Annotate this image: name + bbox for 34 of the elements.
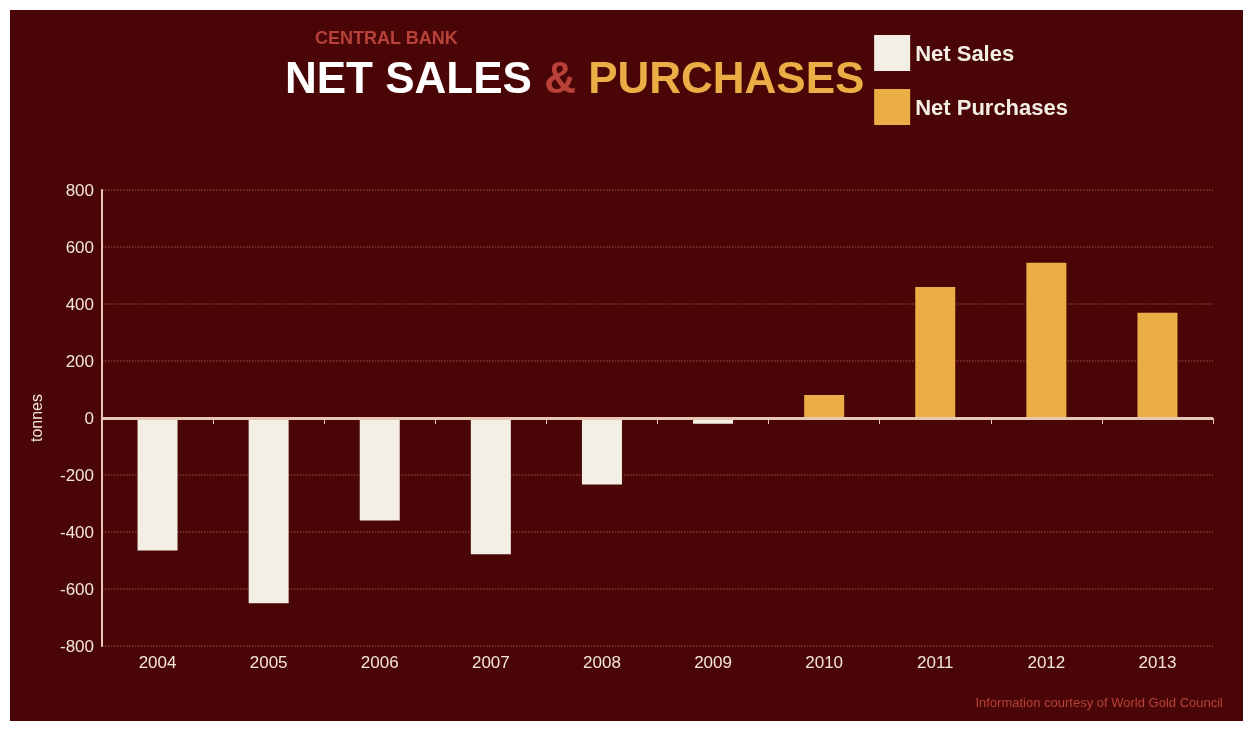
y-tick-label: -400 (59, 522, 94, 542)
bar (137, 418, 178, 551)
text: Information courtesy of World Gold Council (975, 695, 1224, 710)
y-tick-label: 0 (84, 408, 94, 428)
y-tick-label: 400 (65, 294, 94, 314)
legend-label: Net Sales (915, 40, 1015, 66)
legend-label: Net Purchases (915, 94, 1069, 120)
y-tick-label: -800 (59, 636, 94, 656)
bar (359, 418, 400, 521)
bar (804, 394, 845, 418)
y-tick-label: 800 (65, 180, 94, 200)
x-tick-label: 2013 (1138, 653, 1177, 672)
x-tick-label: 2011 (916, 653, 954, 672)
bar (1026, 262, 1067, 418)
x-tick-label: 2010 (805, 653, 844, 672)
x-tick-label: 2009 (694, 653, 732, 672)
chart-subtitle: CENTRAL BANK (315, 28, 458, 48)
y-tick-label: -600 (59, 579, 94, 599)
x-tick-label: 2012 (1027, 653, 1066, 672)
x-tick-label: 2005 (249, 653, 288, 672)
x-tick-label: 2007 (471, 653, 510, 672)
x-tick-label: 2006 (360, 653, 399, 672)
y-tick-label: 200 (65, 351, 94, 371)
bar (915, 286, 956, 418)
y-axis-title: tonnes (27, 393, 45, 443)
y-tick-label: 600 (65, 237, 94, 257)
chart-title: NET SALES & PURCHASES (285, 52, 865, 102)
bar (470, 418, 511, 555)
x-tick-label: 2004 (138, 653, 177, 672)
bar (581, 418, 622, 485)
bar (1137, 312, 1178, 418)
x-tick-label: 2008 (583, 653, 621, 672)
y-tick-label: -200 (59, 465, 94, 485)
bar (248, 418, 289, 604)
